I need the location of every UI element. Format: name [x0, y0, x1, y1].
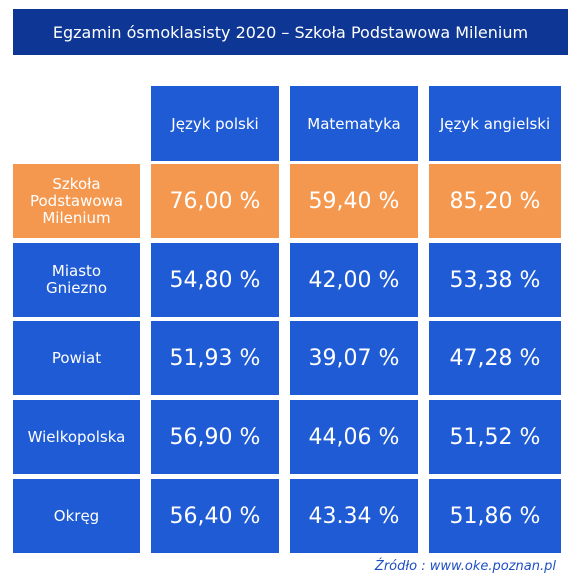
- table-cell: 56,40 %: [151, 479, 279, 553]
- table-cell: 47,28 %: [429, 321, 561, 395]
- table-cell: 54,80 %: [151, 243, 279, 317]
- table-cell: 51,86 %: [429, 479, 561, 553]
- column-header-math: Matematyka: [290, 86, 418, 161]
- row-label-school: Szkoła Podstawowa Milenium: [13, 164, 140, 238]
- table-cell: 39,07 %: [290, 321, 418, 395]
- row-label-province: Wielkopolska: [13, 400, 140, 474]
- table-cell: 42,00 %: [290, 243, 418, 317]
- table-cell: 53,38 %: [429, 243, 561, 317]
- row-label-city: Miasto Gniezno: [13, 243, 140, 317]
- table-cell: 85,20 %: [429, 164, 561, 238]
- table-cell: 56,90 %: [151, 400, 279, 474]
- column-header-polish: Język polski: [151, 86, 279, 161]
- table-cell: 51,52 %: [429, 400, 561, 474]
- table-cell: 44,06 %: [290, 400, 418, 474]
- table-cell: 59,40 %: [290, 164, 418, 238]
- source-note: Źródło : www.oke.poznan.pl: [374, 559, 556, 574]
- column-header-english: Język angielski: [429, 86, 561, 161]
- table-cell: 51,93 %: [151, 321, 279, 395]
- row-label-county: Powiat: [13, 321, 140, 395]
- row-label-district: Okręg: [13, 479, 140, 553]
- table-cell: 76,00 %: [151, 164, 279, 238]
- table-cell: 43.34 %: [290, 479, 418, 553]
- page-title: Egzamin ósmoklasisty 2020 – Szkoła Podst…: [13, 9, 568, 55]
